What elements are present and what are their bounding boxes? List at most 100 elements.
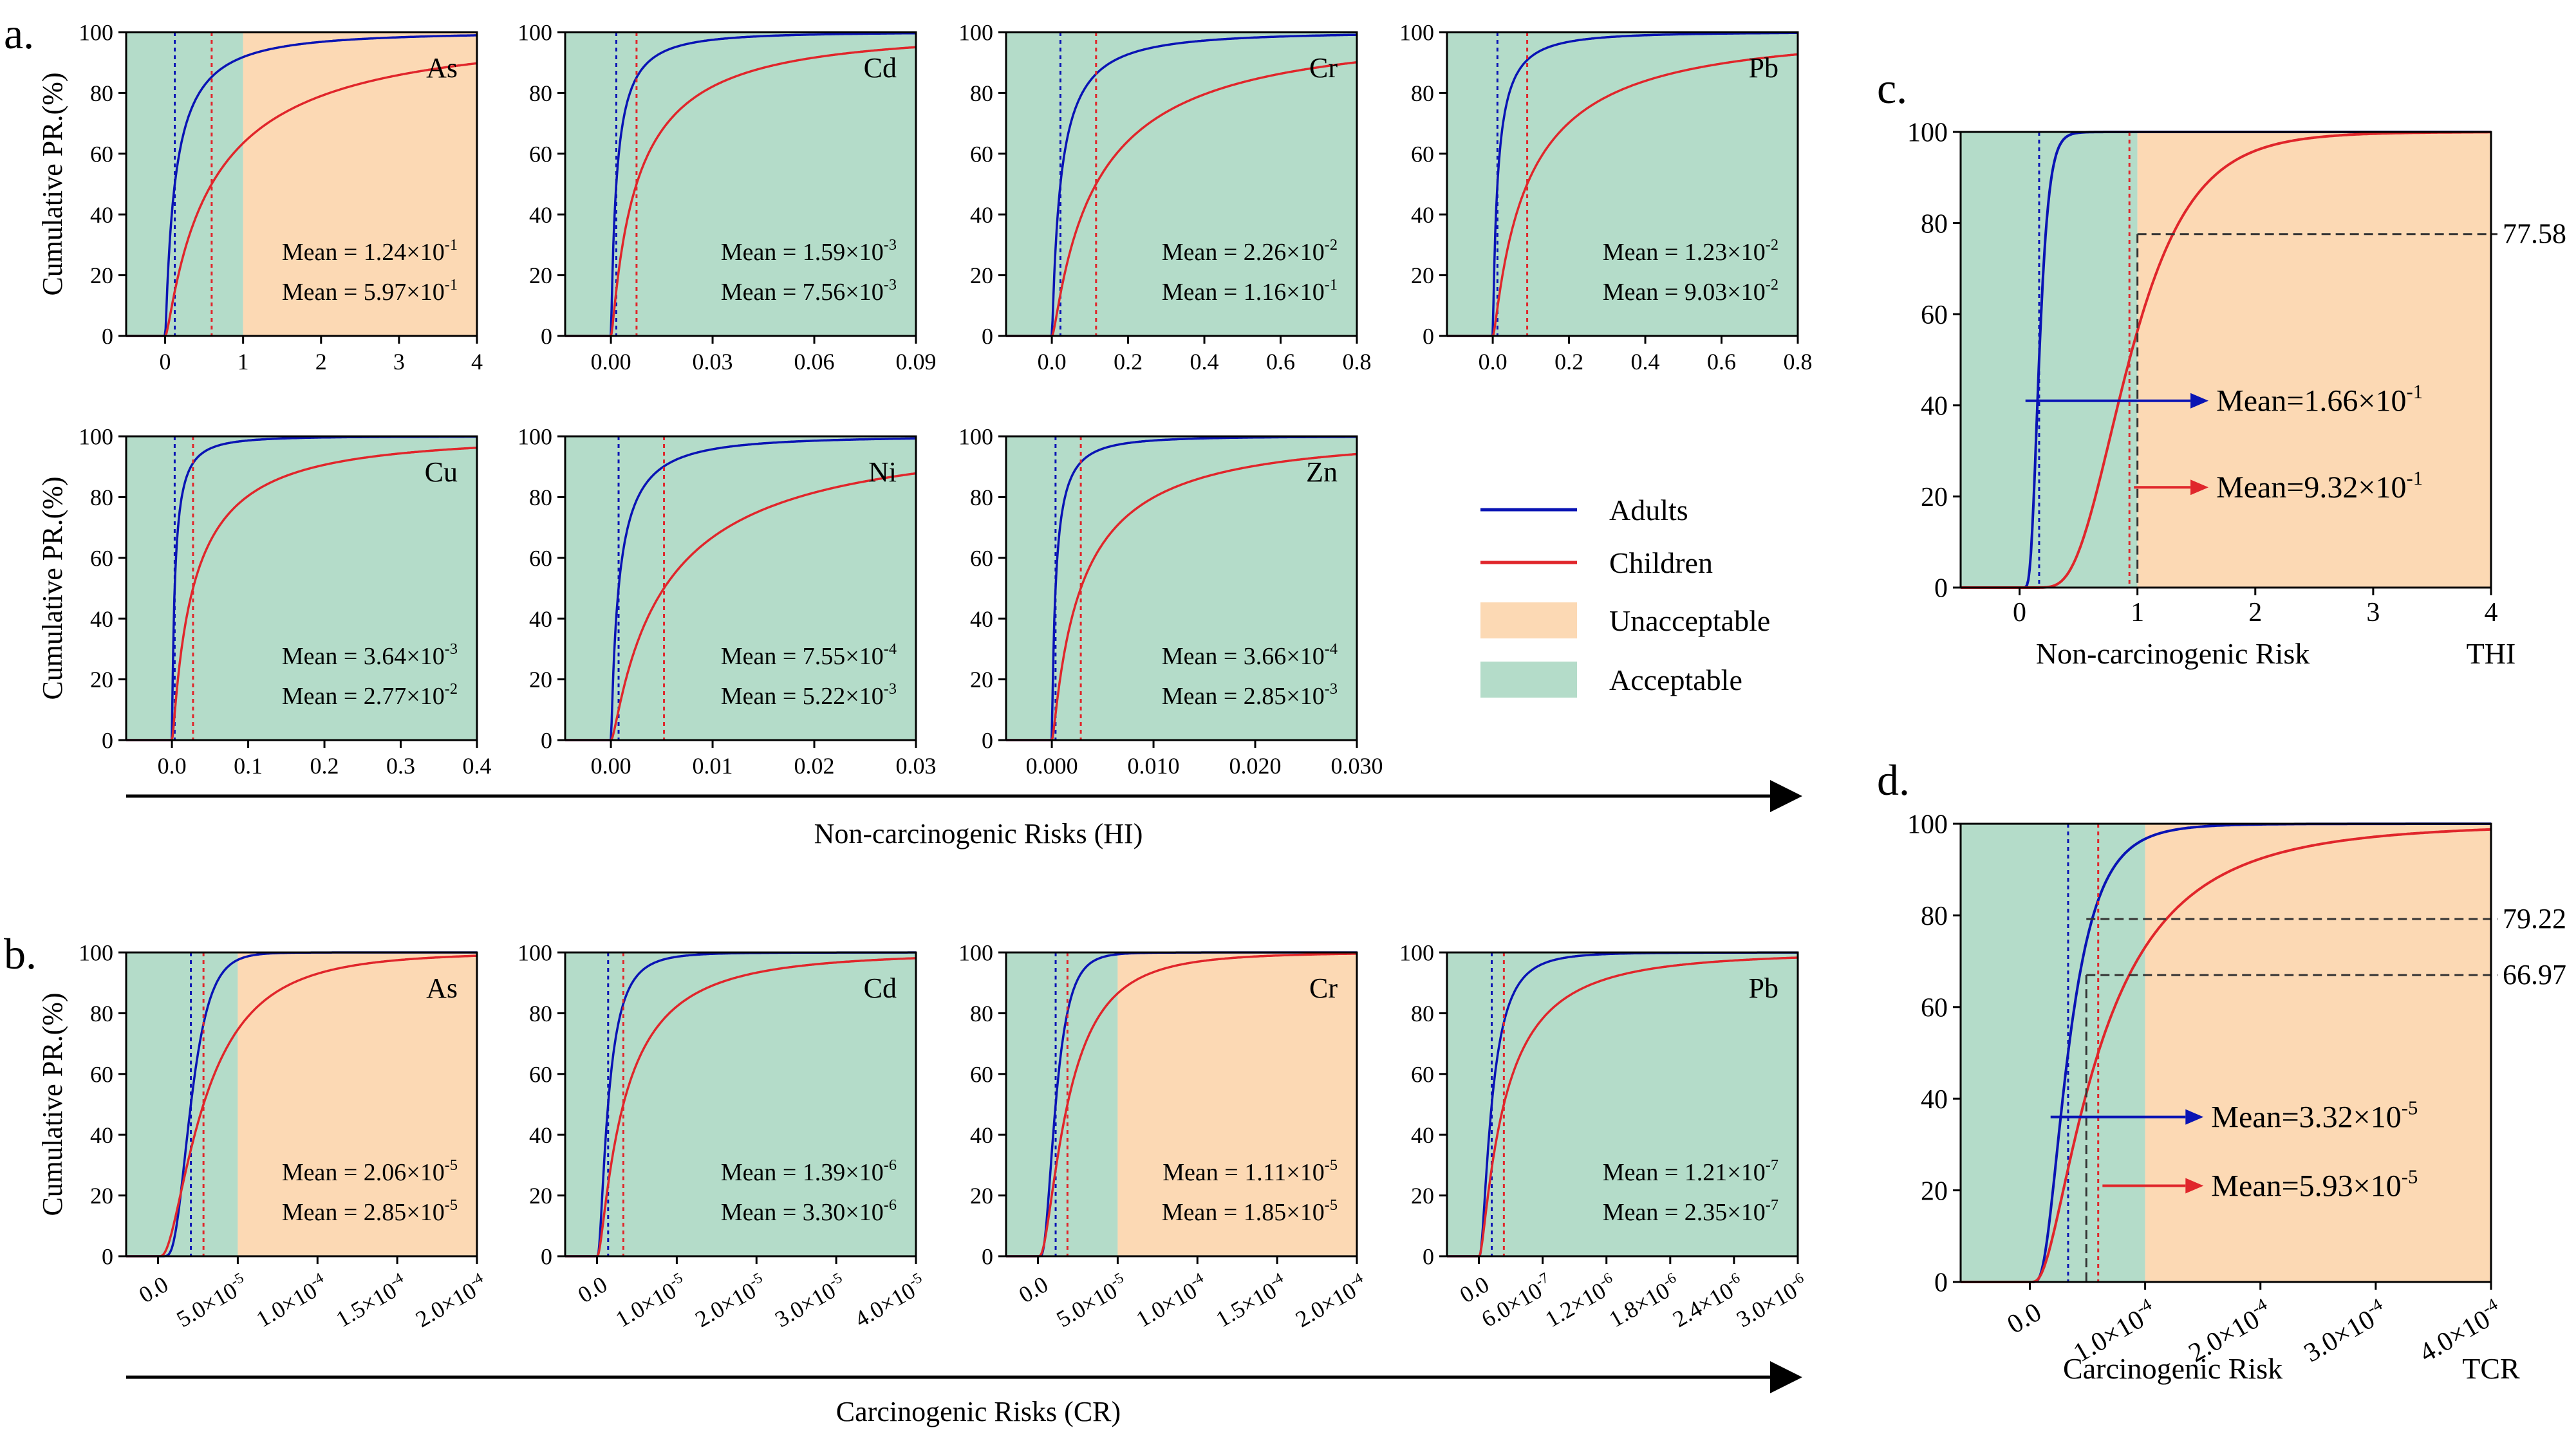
y-tick-label: 20 <box>529 1183 552 1209</box>
x-tick-label: 1.0×10-4 <box>250 1268 332 1332</box>
x-tick-label: 0.03 <box>896 753 937 779</box>
x-tick-label: 1.2×10-6 <box>1540 1269 1621 1332</box>
y-tick-label: 60 <box>529 545 552 571</box>
element-label: As <box>426 972 458 1004</box>
mean-annotation-adults: Mean = 2.06×10-5 <box>282 1156 458 1186</box>
cdf-line-adults <box>565 437 916 741</box>
chart-a5: 0 20 40 60 80 100 0.0 0.1 0.2 0.3 0.4 Cu Cumulative … <box>37 424 492 779</box>
x-tick-label: 0.00 <box>591 349 631 375</box>
mean-annotation-children: Mean=5.93×10-5 <box>2211 1165 2418 1203</box>
unacceptable-zone <box>238 952 477 1256</box>
plot-frame <box>564 31 917 337</box>
y-tick-label: 100 <box>518 424 552 450</box>
element-label: Cr <box>1309 972 1338 1004</box>
x-tick-label: 1.5×10-4 <box>1210 1268 1292 1332</box>
mean-annotation-adults: Mean = 3.66×10-4 <box>1162 640 1338 670</box>
x-tick-label: 0.6 <box>1266 349 1295 375</box>
acceptable-zone <box>1961 824 2145 1282</box>
x-axis-label: Carcinogenic Risk <box>2063 1352 2282 1385</box>
x-tick-label: 0.1 <box>234 753 263 779</box>
x-tick-label: 2.0×10-4 <box>1290 1268 1372 1332</box>
mean-annotation-children: Mean = 3.30×10-6 <box>721 1196 897 1226</box>
y-tick-label: 100 <box>518 940 552 966</box>
y-tick-label: 60 <box>529 141 552 167</box>
chart-a7: 0 20 40 60 80 100 0.000 0.010 0.020 0.030 Zn Mean =… <box>958 424 1383 779</box>
y-tick-label: 40 <box>90 606 113 632</box>
y-tick-label: 20 <box>1921 1176 1948 1206</box>
x-tick-label: 0.0 <box>574 1271 611 1308</box>
cdf-line-children <box>126 954 477 1258</box>
y-tick-label: 100 <box>518 20 552 46</box>
chart-a1: 0 20 40 60 80 100 0 1 2 3 4 As a.Cumulative PR.(%) Me… <box>4 9 483 375</box>
element-label: Cd <box>864 972 897 1004</box>
y-tick-label: 20 <box>529 263 552 288</box>
plot-frame <box>564 435 917 741</box>
cdf-line-adults <box>126 34 477 337</box>
legend-unacceptable-swatch <box>1480 602 1577 638</box>
x-tick-label: 4 <box>2485 598 2498 627</box>
unacceptable-zone <box>2137 132 2491 588</box>
cdf-line-children <box>565 472 917 741</box>
plot-frame <box>125 435 478 741</box>
y-tick-label: 0 <box>1934 1268 1948 1298</box>
x-tick-label: 0.2 <box>310 753 339 779</box>
plot-frame <box>1959 822 2492 1283</box>
y-tick-label: 60 <box>529 1061 552 1087</box>
acceptable-zone <box>1006 32 1357 336</box>
y-tick-label: 60 <box>90 545 113 571</box>
panel-letter: d. <box>1877 756 1910 804</box>
acceptable-zone <box>126 32 243 336</box>
y-tick-label: 100 <box>79 20 113 46</box>
y-axis-label: Cumulative PR.(%) <box>37 72 68 295</box>
acceptable-zone <box>1006 436 1357 740</box>
y-tick-label: 100 <box>79 940 113 966</box>
y-tick-label: 80 <box>1921 209 1948 239</box>
y-tick-label: 100 <box>958 940 993 966</box>
mean-annotation-adults: Mean=3.32×10-5 <box>2211 1097 2418 1135</box>
y-tick-label: 20 <box>90 667 113 692</box>
x-tick-label: 2.0×10-5 <box>689 1269 770 1332</box>
cdf-line-children <box>1447 53 1798 337</box>
x-tick-label: 5.0×10-5 <box>171 1269 252 1332</box>
acceptable-zone <box>1447 32 1798 336</box>
cdf-line-adults <box>565 32 916 337</box>
x-tick-label: 1 <box>2131 598 2144 627</box>
y-tick-label: 80 <box>1921 902 1948 931</box>
y-tick-label: 60 <box>970 545 993 571</box>
y-tick-label: 40 <box>970 606 993 632</box>
x-tick-label: 3.0×10-4 <box>2297 1294 2393 1368</box>
cdf-line-children <box>565 957 916 1258</box>
y-tick-label: 0 <box>1423 1244 1434 1270</box>
y-tick-label: 60 <box>90 141 113 167</box>
y-tick-label: 80 <box>529 485 552 510</box>
cdf-line-children <box>1961 828 2492 1283</box>
x-tick-label: 0.0 <box>135 1271 173 1308</box>
legend-acceptable-label: Acceptable <box>1609 664 1742 696</box>
x-tick-label: 5.0×10-5 <box>1050 1269 1132 1332</box>
cdf-line-children <box>565 46 917 337</box>
y-tick-label: 80 <box>90 1001 113 1026</box>
x-tick-label: 0 <box>160 349 171 375</box>
x-tick-label: 0.01 <box>693 753 733 779</box>
chart-a6: 0 20 40 60 80 100 0.00 0.01 0.02 0.03 Ni Mean = 7.5… <box>518 424 937 779</box>
mean-annotation-adults: Mean = 1.21×10-7 <box>1603 1156 1778 1186</box>
mean-annotation-adults: Mean = 3.64×10-3 <box>282 640 458 670</box>
plot-frame <box>1005 435 1358 741</box>
y-tick-label: 100 <box>1399 20 1434 46</box>
y-tick-label: 0 <box>541 728 552 754</box>
y-tick-label: 80 <box>90 485 113 510</box>
hi-arrow-label: Non-carcinogenic Risks (HI) <box>814 818 1143 849</box>
y-tick-label: 40 <box>1921 1085 1948 1115</box>
y-tick-label: 20 <box>90 1183 113 1209</box>
y-tick-label: 20 <box>970 667 993 692</box>
y-tick-label: 40 <box>529 1122 552 1148</box>
chart-a3: 0 20 40 60 80 100 0.0 0.2 0.4 0.6 0.8 Cr Mean = 2.26… <box>958 20 1372 375</box>
y-tick-label: 60 <box>1921 301 1948 330</box>
y-tick-label: 100 <box>1907 118 1948 148</box>
x-tick-label: 0.0 <box>1479 349 1507 375</box>
x-tick-label: 3.0×10-6 <box>1731 1269 1812 1332</box>
element-label: Ni <box>868 456 897 488</box>
x-tick-label: 0.000 <box>1026 753 1078 779</box>
chart-b3: 0 20 40 60 80 100 0.0 5.0×10-5 1.0×10-4 1.5×10-4 2… <box>958 940 1372 1333</box>
